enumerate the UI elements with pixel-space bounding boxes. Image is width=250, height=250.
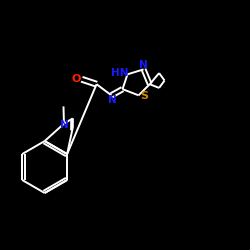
Text: HN: HN: [110, 68, 128, 78]
Text: S: S: [140, 91, 148, 101]
Text: N: N: [108, 95, 116, 105]
Text: N: N: [60, 120, 68, 130]
Text: O: O: [72, 74, 81, 84]
Text: N: N: [139, 60, 148, 70]
